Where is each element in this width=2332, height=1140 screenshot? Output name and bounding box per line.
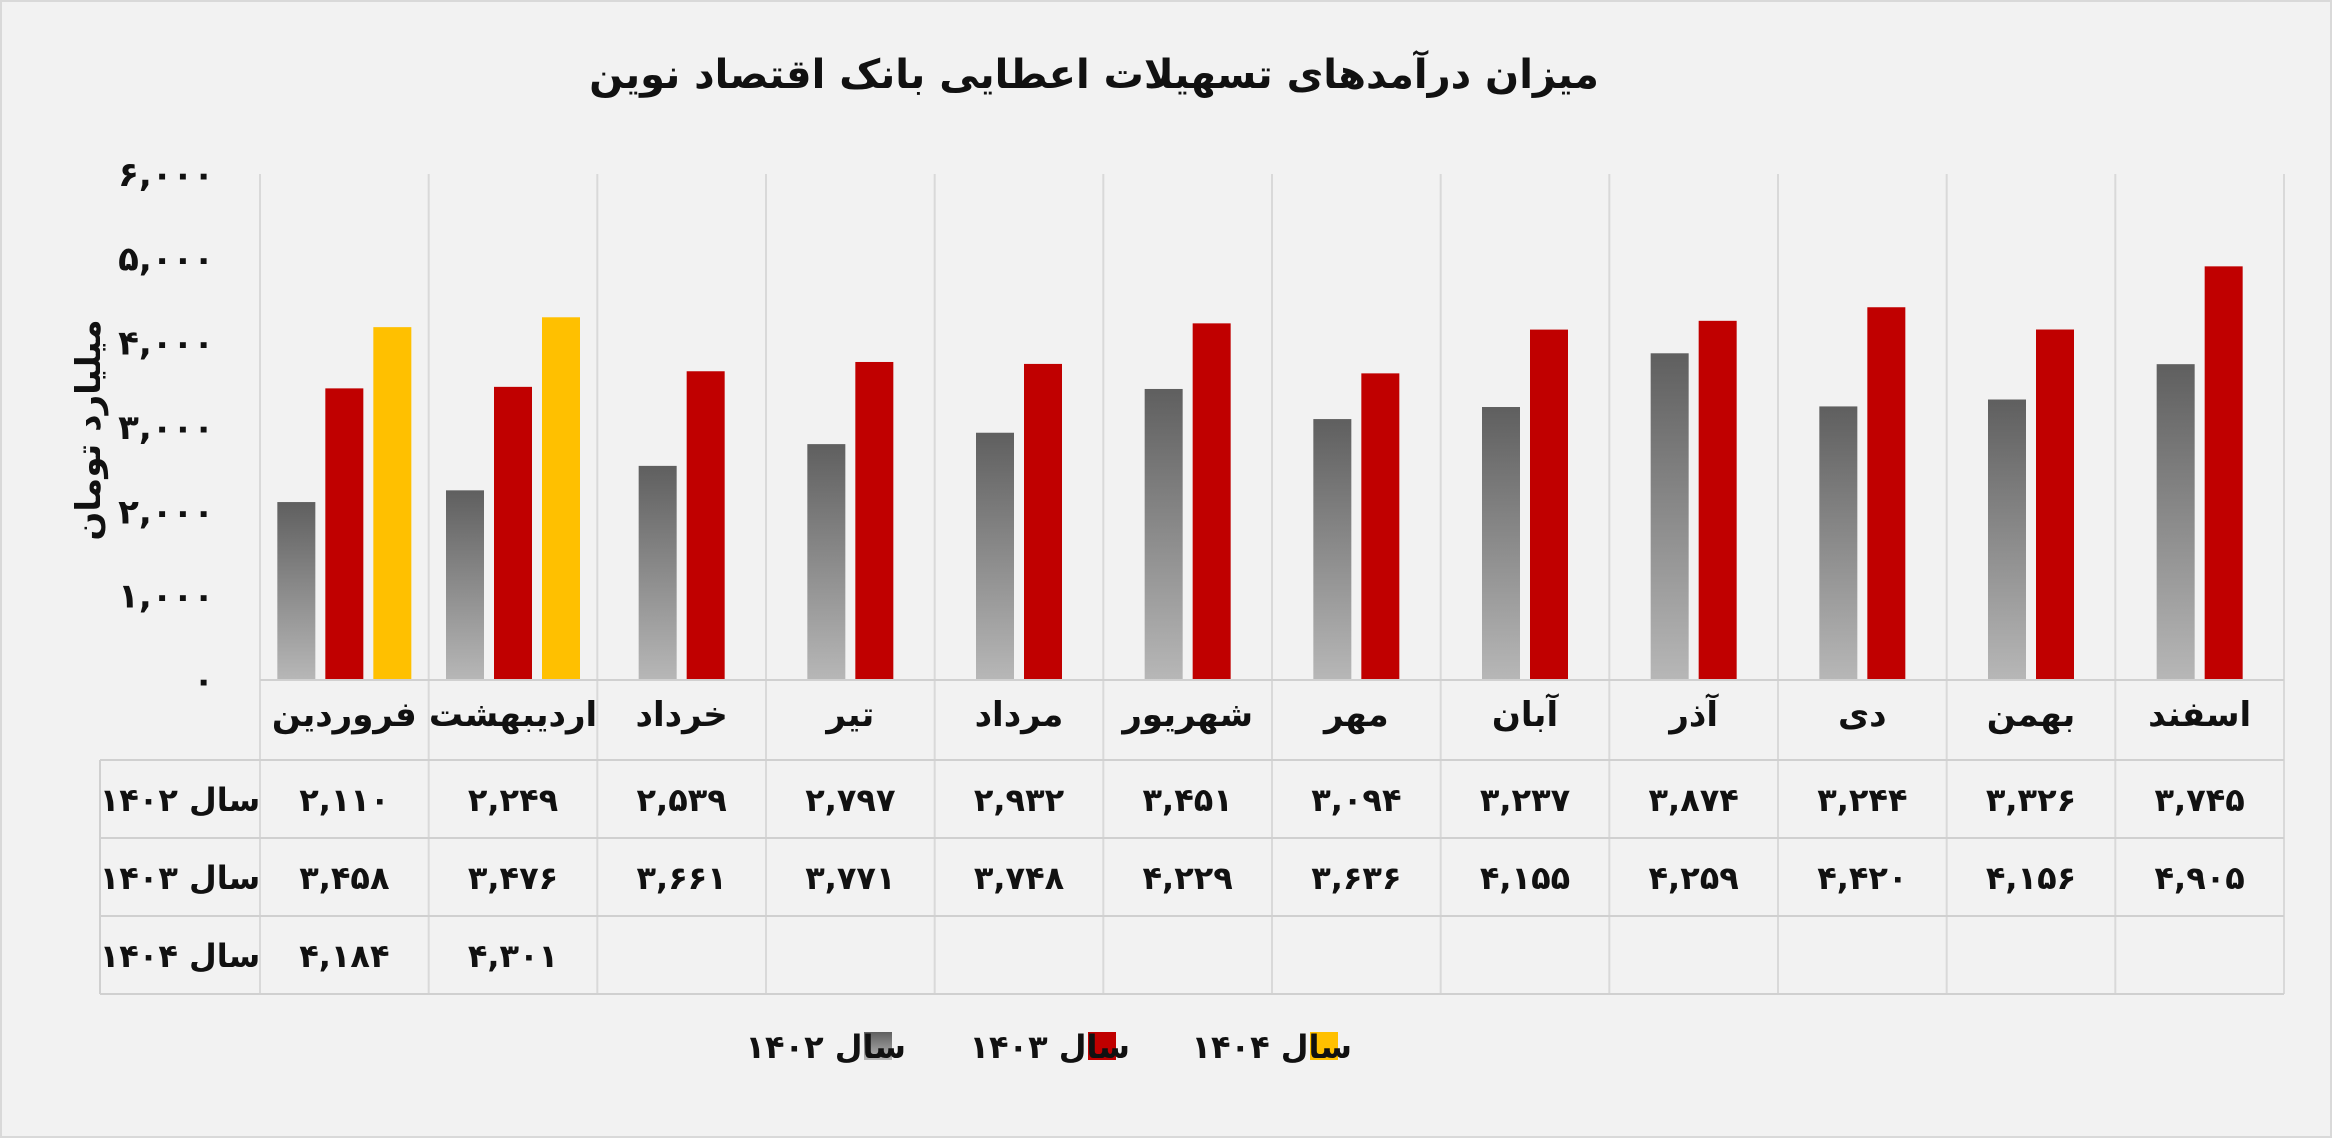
bar-3-2 [542,317,580,680]
category-label: آبان [1492,693,1560,735]
category-label: آذر [1667,693,1719,735]
table-cell: ۳,۶۶۱ [637,859,727,897]
table-cell: ۴,۱۸۴ [299,937,389,975]
bar-1-1 [277,502,316,680]
category-label: فروردین [272,695,417,735]
bar-1-10 [1819,406,1858,680]
table-cell: ۴,۹۰۵ [2155,859,2245,897]
y-tick-label: ۲,۰۰۰ [118,492,214,532]
category-label: تیر [824,695,874,735]
table-cell: ۴,۳۰۱ [468,937,558,975]
table-cell: ۳,۷۴۸ [974,859,1065,897]
bar-1-8 [1482,407,1520,680]
bar-2-6 [1192,323,1231,680]
bar-2-5 [1024,363,1062,680]
bar-1-4 [807,444,846,680]
table-cell: ۳,۷۷۱ [805,859,895,897]
table-row-label: سال ۱۴۰۳ [100,859,261,897]
table-row-label: سال ۱۴۰۴ [100,937,261,975]
y-axis-ticks: ۰ ۱,۰۰۰ ۲,۰۰۰ ۳,۰۰۰ ۴,۰۰۰ ۵,۰۰۰ ۶,۰۰۰ [118,155,214,701]
legend-label: سال ۱۴۰۲ [745,1028,906,1066]
table-cell: ۳,۴۵۸ [299,859,390,897]
legend-swatch-3 [1310,1032,1338,1060]
table-cell: ۳,۴۵۱ [1143,781,1233,819]
bar-2-2 [494,386,532,680]
y-tick-label: ۴,۰۰۰ [118,324,214,364]
bar-2-11 [2036,329,2074,680]
y-axis-label: میلیارد تومان [69,319,109,540]
table-cell: ۲,۷۹۷ [805,781,896,819]
bar-2-10 [1867,307,1906,680]
category-label: اردیبهشت [429,695,597,735]
bar-2-3 [686,371,725,680]
bar-2-9 [1698,320,1737,680]
category-labels: فروردین اردیبهشت خرداد تیر مرداد شهریور مهر آبا… [272,693,2251,735]
table-cell: ۳,۶۳۶ [1311,859,1401,897]
y-tick-label: ۵,۰۰۰ [118,239,214,279]
category-label: خرداد [636,695,728,735]
table-cell: ۳,۸۷۴ [1649,781,1739,819]
table-cell: ۴,۴۲۰ [1817,859,1907,897]
legend-swatch-2 [1088,1032,1116,1060]
bar-2-4 [855,361,894,680]
category-label: بهمن [1987,695,2076,735]
bar-2-1 [325,388,364,680]
table-cell: ۳,۲۴۴ [1817,781,1907,819]
bar-3-1 [373,327,412,680]
bar-1-5 [976,432,1014,680]
category-label: دی [1838,695,1887,735]
bar-1-7 [1313,419,1352,680]
gridlines [259,174,2285,994]
y-tick-label: ۳,۰۰۰ [118,408,214,448]
bar-1-9 [1650,353,1689,680]
table-cell: ۲,۵۳۹ [637,781,727,819]
bar-2-12 [2204,266,2243,680]
table-cell: ۴,۱۵۶ [1986,859,2076,897]
table-cell: ۳,۰۹۴ [1311,781,1401,819]
table-cell: ۳,۲۳۷ [1480,781,1571,819]
table-cell: ۳,۴۷۶ [468,859,558,897]
table-cell: ۲,۱۱۰ [299,781,389,819]
y-tick-label: ۰ [193,661,214,701]
bar-2-7 [1361,373,1400,680]
table-cell: ۲,۲۴۹ [468,781,558,819]
bar-1-11 [1988,399,2026,680]
bar-1-3 [638,465,677,680]
table-cell: ۴,۲۲۹ [1143,859,1233,897]
y-tick-label: ۶,۰۰۰ [118,155,214,195]
table-row-label: سال ۱۴۰۲ [100,781,261,819]
table-cell: ۴,۲۵۹ [1649,859,1739,897]
legend-label: سال ۱۴۰۴ [1191,1028,1352,1066]
data-table: سال ۱۴۰۲ ۲,۱۱۰ ۲,۲۴۹ ۲,۵۳۹ ۲,۷۹۷ ۲,۹۳۲ ۳,۴۵۱ ۳,… [99,679,2284,995]
chart-title: میزان درآمدهای تسهیلات اعطایی بانک اقتصا… [589,49,1599,98]
legend-swatch-1 [864,1032,892,1060]
table-cell: ۲,۹۳۲ [974,781,1065,819]
category-label: مرداد [975,695,1064,735]
bar-1-6 [1144,388,1183,680]
category-label: شهریور [1120,695,1253,735]
legend-label: سال ۱۴۰۳ [969,1028,1130,1066]
category-label: اسفند [2148,695,2251,735]
table-cell: ۳,۷۴۵ [2155,781,2245,819]
bar-1-2 [446,490,484,680]
category-label: مهر [1322,695,1389,735]
y-tick-label: ۱,۰۰۰ [118,577,214,617]
bars [277,266,2243,680]
table-cell: ۳,۳۲۶ [1986,781,2076,819]
legend: سال ۱۴۰۲ سال ۱۴۰۳ سال ۱۴۰۴ [745,1028,1352,1066]
bar-1-12 [2156,364,2195,680]
bar-2-8 [1530,329,1568,680]
table-cell: ۴,۱۵۵ [1480,859,1570,897]
